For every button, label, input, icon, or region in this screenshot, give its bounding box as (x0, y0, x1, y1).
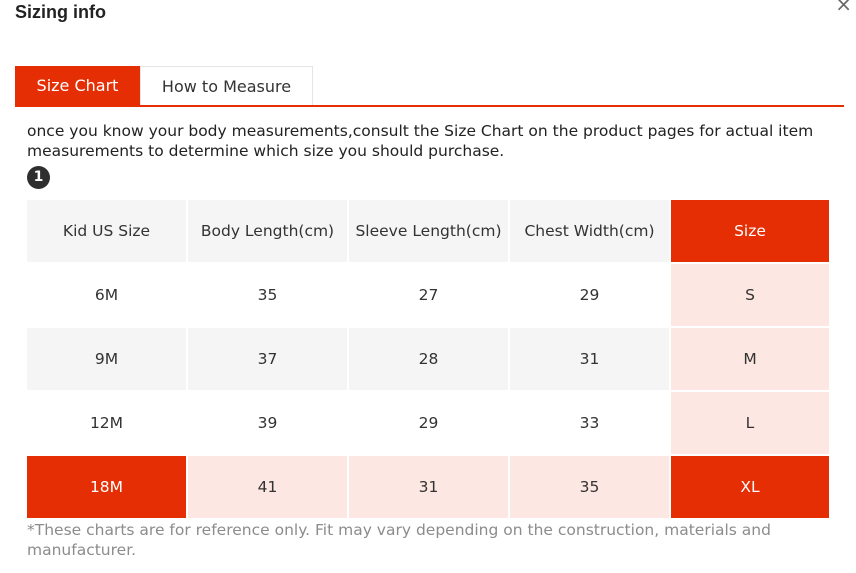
table-cell: 37 (188, 328, 347, 390)
table-cell: S (671, 264, 829, 326)
table-cell: 33 (510, 392, 669, 454)
tab-bar: Size Chart How to Measure (15, 66, 844, 107)
table-header-row: Kid US Size Body Length(cm) Sleeve Lengt… (27, 200, 829, 262)
table-row-highlighted: 18M 41 31 35 XL (27, 456, 829, 518)
step-number-icon: 1 (27, 166, 50, 189)
table-cell: 27 (349, 264, 508, 326)
close-icon[interactable]: × (835, 0, 852, 16)
table-cell: 31 (349, 456, 508, 518)
tab-how-to-measure[interactable]: How to Measure (140, 66, 313, 105)
table-cell: XL (671, 456, 829, 518)
sizing-info-title: Sizing info (15, 2, 106, 22)
footnote-text: *These charts are for reference only. Fi… (27, 521, 771, 559)
table-cell: 31 (510, 328, 669, 390)
table-cell: 12M (27, 392, 186, 454)
table-cell: 9M (27, 328, 186, 390)
table-cell: 29 (349, 392, 508, 454)
table-row: 12M 39 29 33 L (27, 392, 829, 454)
table-row: 9M 37 28 31 M (27, 328, 829, 390)
table-cell: 6M (27, 264, 186, 326)
table-cell: 35 (188, 264, 347, 326)
header-size: Size (671, 200, 829, 262)
table-cell: 41 (188, 456, 347, 518)
table-row: 6M 35 27 29 S (27, 264, 829, 326)
table-cell: M (671, 328, 829, 390)
table-cell: L (671, 392, 829, 454)
tab-size-chart[interactable]: Size Chart (15, 66, 140, 105)
table-cell: 29 (510, 264, 669, 326)
intro-text: once you know your body measurements,con… (27, 122, 814, 160)
header-sleeve-length: Sleeve Length(cm) (349, 200, 508, 262)
header-chest-width: Chest Width(cm) (510, 200, 669, 262)
table-cell: 39 (188, 392, 347, 454)
header-kid-us-size: Kid US Size (27, 200, 186, 262)
header-body-length: Body Length(cm) (188, 200, 347, 262)
table-cell: 28 (349, 328, 508, 390)
table-cell: 35 (510, 456, 669, 518)
table-cell: 18M (27, 456, 186, 518)
size-chart-table: Kid US Size Body Length(cm) Sleeve Lengt… (25, 198, 831, 520)
